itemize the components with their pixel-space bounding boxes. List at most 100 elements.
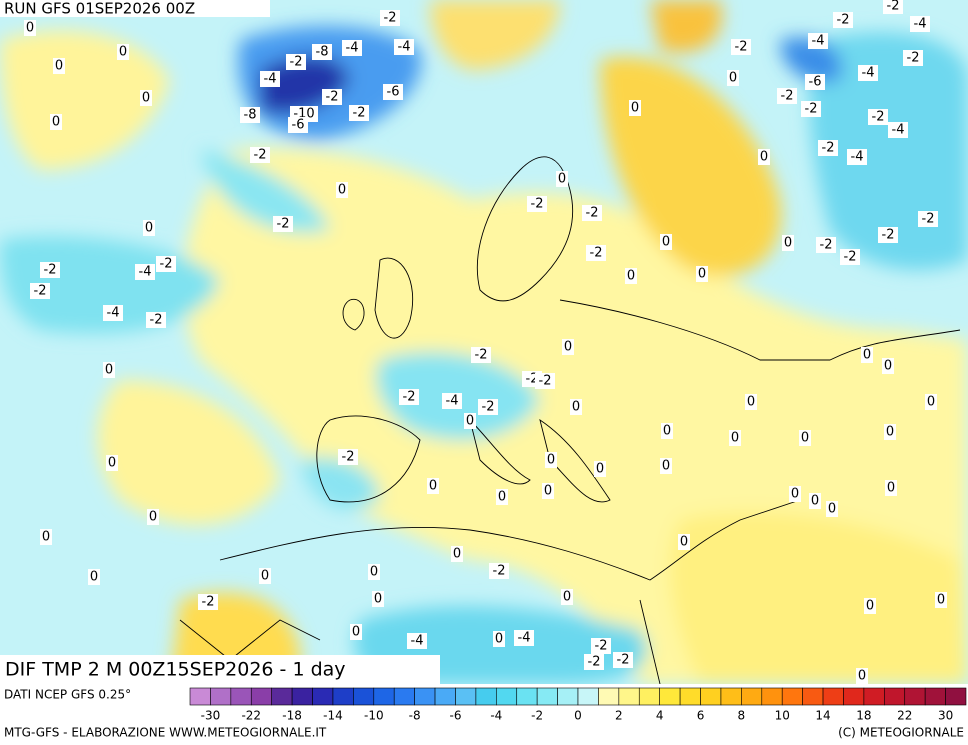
contour-label: 0 (791, 487, 799, 502)
contour-label: 0 (338, 183, 346, 198)
contour-label-box (882, 358, 894, 374)
contour-label: -4 (914, 17, 927, 32)
contour-label: 0 (142, 91, 150, 106)
contour-label-box (629, 100, 641, 116)
contour-label: -2 (254, 148, 267, 163)
contour-label: -6 (809, 75, 822, 90)
contour-label: 0 (680, 535, 688, 550)
contour-label-box (312, 44, 332, 60)
contour-label-box (591, 638, 611, 654)
contour-label-box (729, 430, 741, 446)
contour-label-box (809, 493, 821, 509)
contour-labels: -2 -2 -2 -4 0 -2 -8 -4 -4 -2 -4 -2 -4 -2 -6 -6 -4 -2 -2 -8 -… (24, 0, 947, 684)
contour-label: 0 (429, 479, 437, 494)
contour-label-box (198, 594, 218, 610)
contour-label-box (561, 589, 573, 605)
run-label: RUN GFS 01SEP2026 00Z (4, 0, 195, 18)
contour-label-box (147, 509, 159, 525)
contour-label-box (858, 65, 878, 81)
contour-label: -2 (907, 51, 920, 66)
contour-label-box (789, 486, 801, 502)
contour-label-box (368, 564, 380, 580)
contour-label: -2 (202, 595, 215, 610)
contour-label: 0 (811, 494, 819, 509)
colorbar-swatch (741, 687, 763, 706)
contour-label-box (594, 461, 606, 477)
contour-label-box (156, 256, 176, 272)
contour-label-box (349, 105, 369, 121)
contour-label-box (878, 227, 898, 243)
contour-label: 0 (631, 101, 639, 116)
contour-label-box (288, 117, 308, 133)
contour-label-box (53, 58, 65, 74)
colorbar-swatch (475, 687, 497, 706)
contour-label: -2 (44, 263, 57, 278)
colorbar-swatch (414, 687, 436, 706)
contour-label: 0 (927, 395, 935, 410)
contour-label-box (442, 393, 462, 409)
contour-label: 0 (498, 490, 506, 505)
contour-label-box (471, 347, 491, 363)
contour-label: -2 (617, 653, 630, 668)
contour-label-box (30, 283, 50, 299)
colorbar-swatch (638, 687, 660, 706)
contour-label: 0 (564, 340, 572, 355)
contour-label: 0 (145, 221, 153, 236)
colorbar-label: -18 (282, 709, 302, 723)
colorbar-swatch (720, 687, 742, 706)
contour-label-box (338, 449, 358, 465)
colorbar-label: -22 (241, 709, 261, 723)
contour-label-box (286, 54, 306, 70)
contour-label: 0 (453, 547, 461, 562)
contour-label: 0 (729, 71, 737, 86)
contour-label-box (514, 630, 534, 646)
colorbar-swatch (455, 687, 477, 706)
contour-label: -2 (837, 13, 850, 28)
contour-label-box (678, 534, 690, 550)
colorbar-label: 10 (775, 709, 790, 723)
coastlines (179, 156, 961, 684)
contour-label: -2 (872, 110, 885, 125)
contour-label: -2 (595, 639, 608, 654)
colorbar-swatch (496, 687, 518, 706)
colorbar-swatch (536, 687, 558, 706)
contour-label: -4 (862, 66, 875, 81)
contour-label: -2 (342, 450, 355, 465)
colorbar-swatch (659, 687, 681, 706)
contour-label-box (556, 171, 568, 187)
contour-label-box (140, 90, 152, 106)
contour-label-box (818, 140, 838, 156)
contour-label-box (586, 245, 606, 261)
colorbar-swatch (679, 687, 701, 706)
contour-label: 0 (119, 45, 127, 60)
contour-label-box (106, 455, 118, 471)
contour-label: 0 (55, 59, 63, 74)
contour-label-box (50, 114, 62, 130)
contour-label-box (478, 399, 498, 415)
contour-label-box (935, 592, 947, 608)
colorbar-swatch (598, 687, 620, 706)
contour-label: 0 (596, 462, 604, 477)
contour-label: 0 (108, 456, 116, 471)
contour-label-box (826, 501, 838, 517)
contour-label-box (805, 74, 825, 90)
colorbar-swatch (271, 687, 293, 706)
contour-label: -2 (586, 206, 599, 221)
colorbar-label: 2 (615, 709, 623, 723)
contour-label-box (660, 458, 672, 474)
contour-label-box (399, 389, 419, 405)
contour-label: 0 (563, 590, 571, 605)
colorbar-label: 14 (815, 709, 830, 723)
contour-label: -2 (34, 284, 47, 299)
contour-label: -2 (887, 0, 900, 14)
contour-label-box (372, 591, 384, 607)
contour-label-box (493, 631, 505, 647)
contour-label: -2 (781, 89, 794, 104)
colorbar-swatch (312, 687, 334, 706)
contour-label: 0 (863, 348, 871, 363)
contour-label-box (103, 362, 115, 378)
colorbar-label: -6 (449, 709, 461, 723)
contour-label: 0 (747, 395, 755, 410)
contour-label-box (143, 220, 155, 236)
contour-label: 0 (866, 599, 874, 614)
